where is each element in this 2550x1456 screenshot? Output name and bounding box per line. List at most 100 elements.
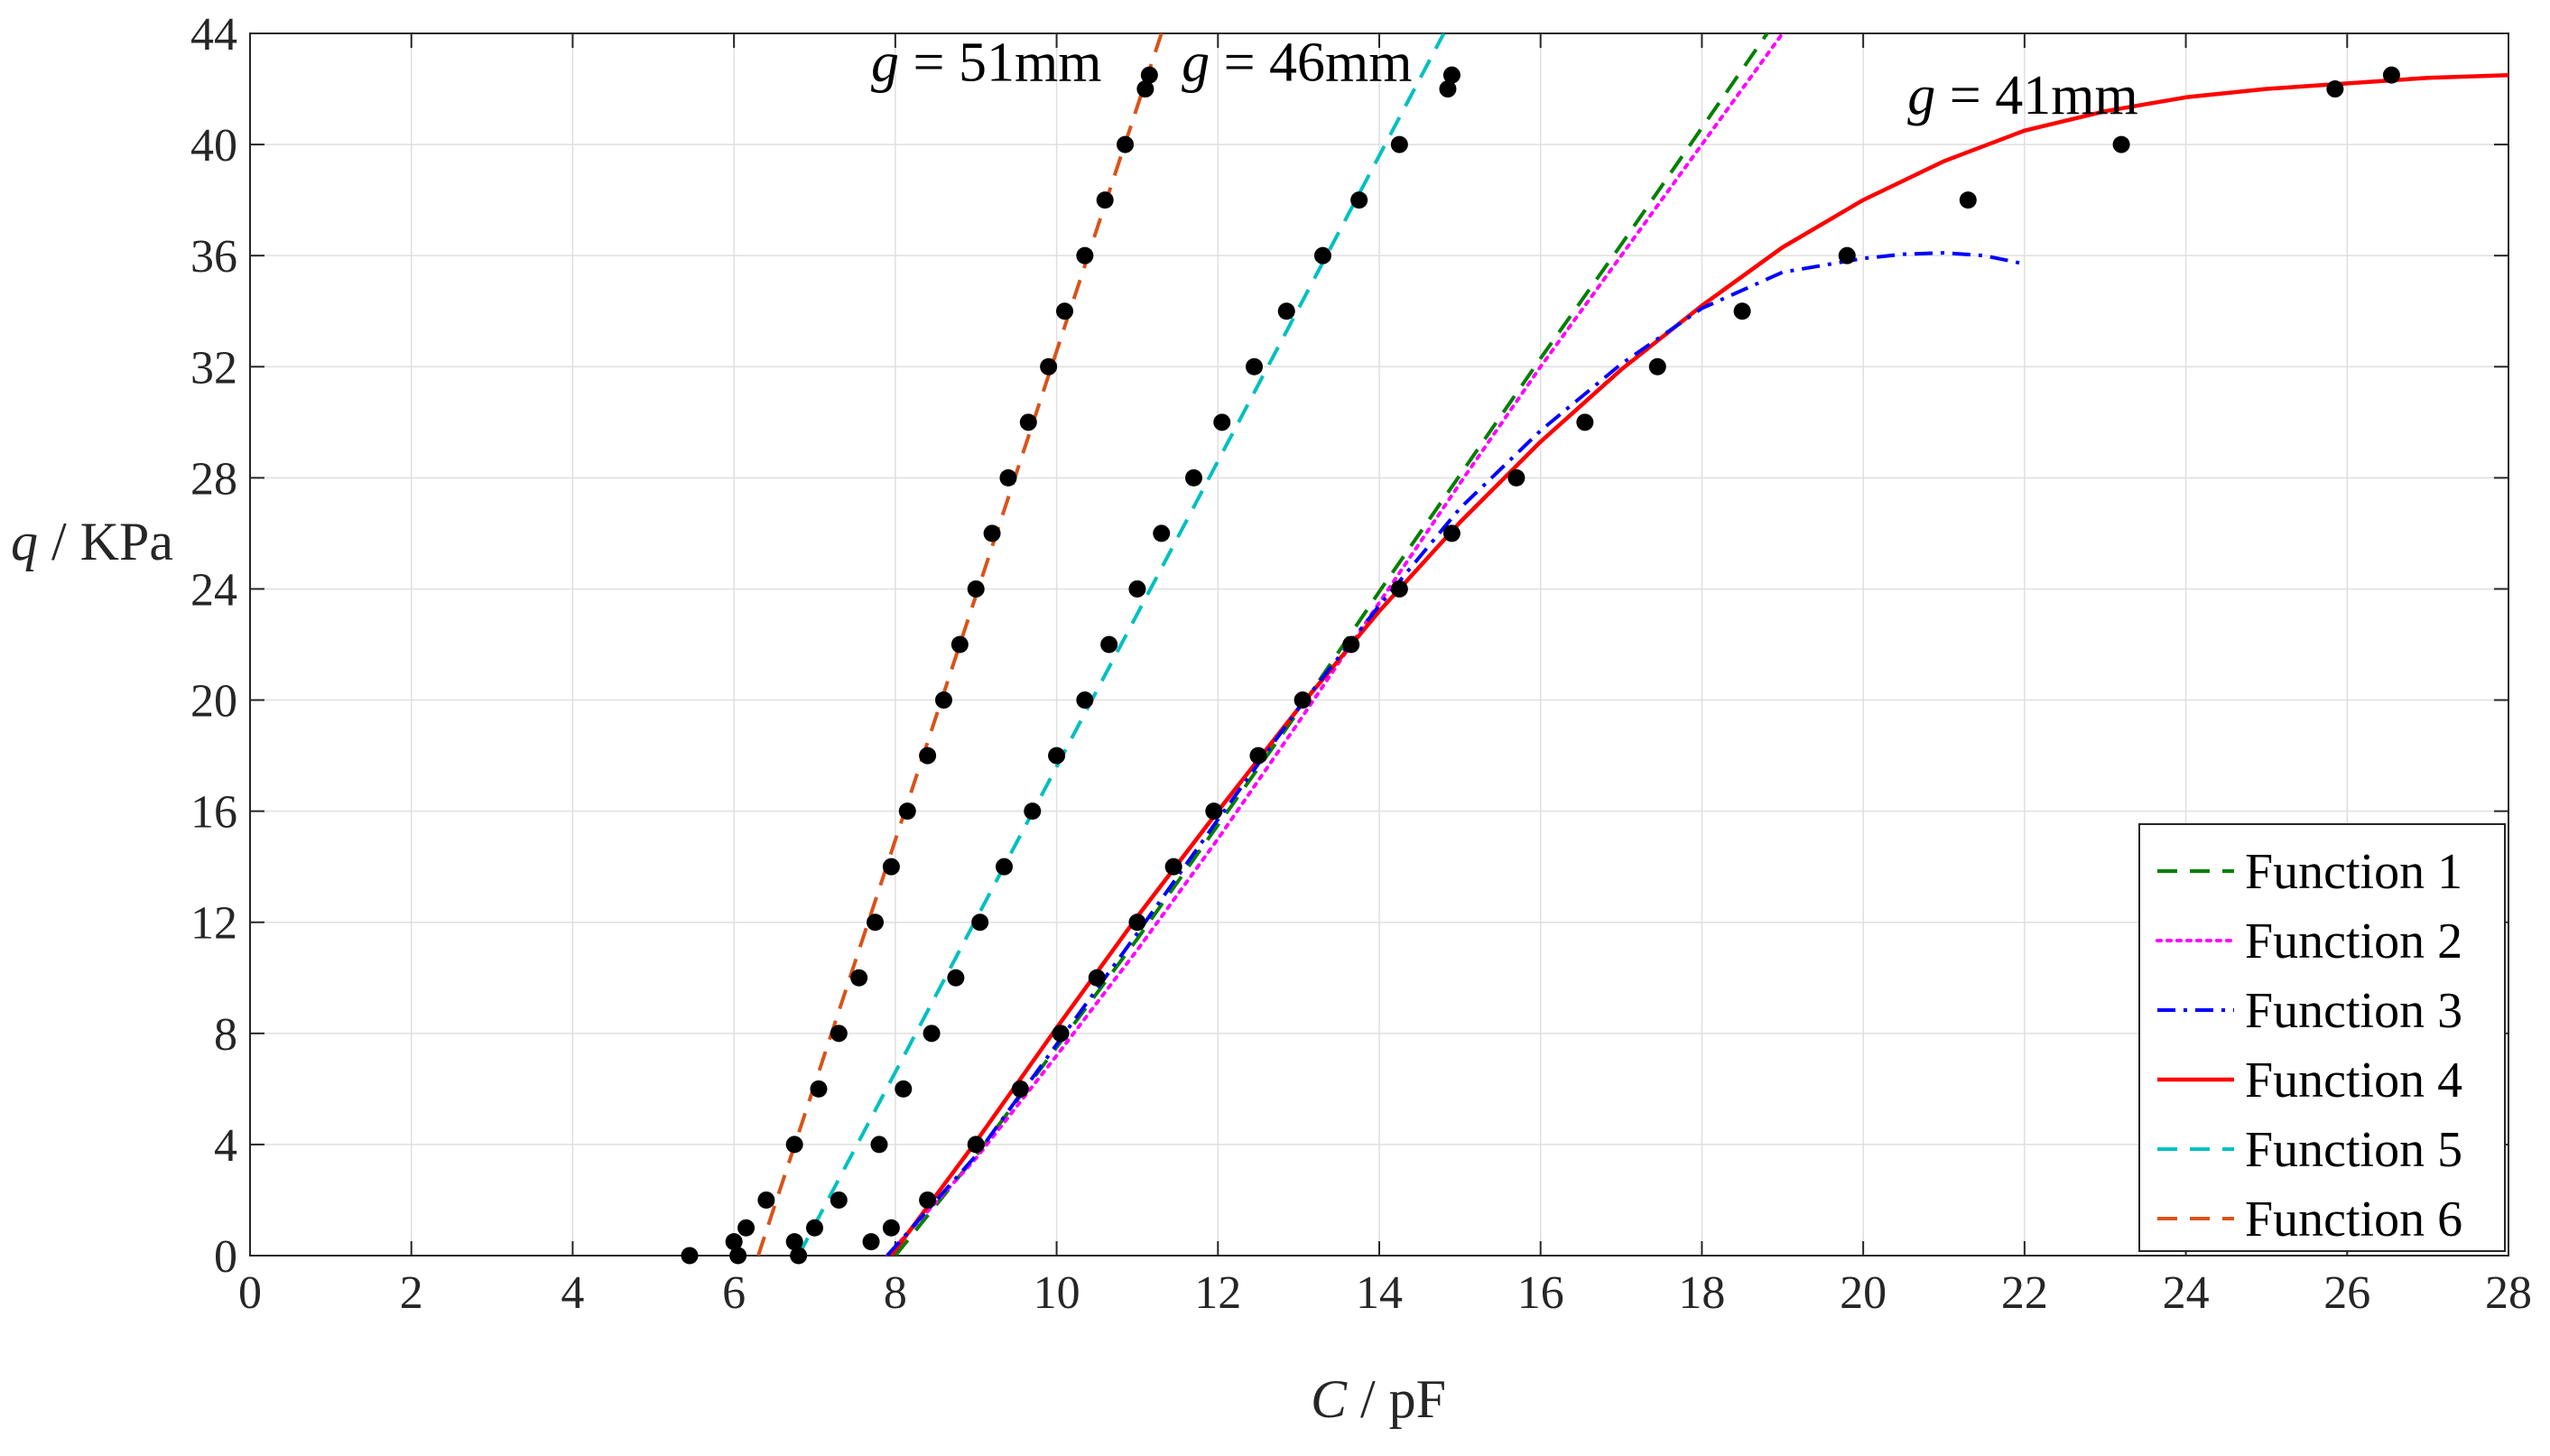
annotation-symbol: g: [871, 32, 899, 93]
y-tick-label: 44: [190, 9, 237, 60]
data-point: [1024, 802, 1042, 821]
y-tick-label: 8: [214, 1009, 237, 1061]
data-point: [1096, 191, 1114, 209]
annotation-symbol: g: [1907, 65, 1935, 126]
data-point: [862, 1233, 880, 1251]
x-tick-label: 24: [2163, 1267, 2210, 1319]
data-point: [737, 1219, 756, 1237]
annotation-value: 51mm: [959, 32, 1101, 93]
data-point: [1205, 802, 1223, 821]
data-point: [934, 691, 952, 709]
y-tick-label: 4: [214, 1120, 237, 1172]
data-point: [2382, 66, 2400, 84]
data-point: [1294, 691, 1312, 709]
x-tick-label: 4: [561, 1267, 584, 1319]
y-tick-label: 28: [190, 453, 237, 505]
data-point: [919, 1191, 937, 1209]
data-point: [2326, 80, 2344, 98]
x-tick-label: 12: [1194, 1267, 1241, 1319]
data-point: [850, 969, 868, 987]
annotation-symbol: g: [1182, 32, 1210, 93]
data-point: [790, 1247, 808, 1265]
y-tick-label: 12: [190, 898, 237, 950]
y-tick-label: 0: [214, 1231, 237, 1283]
data-point: [1442, 524, 1460, 543]
data-point: [1076, 691, 1094, 709]
y-tick-label: 16: [190, 787, 237, 839]
x-tick-label: 20: [1840, 1267, 1887, 1319]
points-g-51mm: [681, 66, 1158, 1265]
data-point: [919, 747, 937, 765]
data-point: [1838, 246, 1856, 264]
data-point: [1350, 191, 1368, 209]
data-point: [830, 1191, 848, 1209]
x-tick-label: 2: [400, 1267, 423, 1319]
data-point: [729, 1247, 747, 1265]
annotation-equals: =: [1935, 65, 1995, 126]
legend-box: [2138, 823, 2506, 1252]
data-point: [1140, 66, 1158, 84]
y-tick-label: 20: [190, 676, 237, 728]
data-point: [983, 524, 1001, 543]
x-axis-unit: pF: [1389, 1369, 1446, 1429]
legend-label-function-4: Function 4: [2245, 1053, 2462, 1108]
data-point: [1184, 468, 1202, 487]
y-tick-label: 40: [190, 120, 237, 172]
data-point: [967, 580, 985, 598]
data-point: [882, 858, 900, 876]
x-tick-label: 10: [1034, 1267, 1080, 1319]
data-point: [1959, 191, 1977, 209]
data-point: [806, 1219, 823, 1237]
series-line-function-3: [886, 251, 2026, 1256]
data-point: [1507, 468, 1525, 487]
legend-label-function-3: Function 3: [2245, 983, 2462, 1039]
x-tick-label: 28: [2485, 1267, 2532, 1319]
x-tick-label: 8: [884, 1267, 907, 1319]
data-point: [1088, 969, 1106, 987]
y-tick-label: 32: [190, 342, 237, 394]
data-point: [1576, 413, 1594, 431]
data-point: [725, 1233, 743, 1251]
data-point: [1648, 357, 1666, 376]
data-point: [898, 802, 916, 821]
data-point: [1153, 524, 1171, 543]
x-axis-symbol: C: [1311, 1369, 1348, 1429]
series-lines: [756, 33, 2508, 1256]
series-line-function-4: [889, 72, 2508, 1256]
data-point: [995, 858, 1013, 876]
annotation-equals: =: [899, 32, 959, 93]
annotation-value: 46mm: [1269, 32, 1412, 93]
legend-label-function-6: Function 6: [2245, 1192, 2462, 1247]
data-point: [947, 969, 965, 987]
x-tick-label: 26: [2323, 1267, 2370, 1319]
series-line-function-6: [756, 33, 1164, 1256]
data-point: [1249, 747, 1267, 765]
data-point: [1342, 635, 1360, 654]
data-point: [923, 1025, 941, 1043]
x-tick-label: 18: [1678, 1267, 1725, 1319]
axes: 0 2 4 6 8 10 12 14 16 18 20 22 24 26 28048121620242832…: [190, 9, 2532, 1319]
data-point: [1390, 135, 1408, 153]
x-tick-label: 0: [238, 1267, 262, 1319]
annotation-g-46mm: g = 46mm: [1182, 32, 1412, 93]
legend: Function 1 Function 2 Function 3 Function 4…: [2138, 823, 2506, 1252]
data-point: [1313, 246, 1331, 264]
x-axis-label: C / pF: [1311, 1369, 1446, 1429]
data-point: [2112, 135, 2130, 153]
data-point: [1100, 635, 1118, 654]
annotation-equals: =: [1210, 32, 1269, 93]
data-point: [1117, 135, 1135, 153]
x-tick-label: 14: [1356, 1267, 1403, 1319]
points-g-41mm: [919, 66, 2400, 1209]
data-point: [950, 635, 969, 654]
legend-label-function-5: Function 5: [2245, 1122, 2462, 1178]
data-point: [785, 1136, 803, 1154]
data-point: [1052, 1025, 1070, 1043]
data-point: [1277, 302, 1295, 320]
data-point: [971, 913, 989, 932]
data-point: [882, 1219, 900, 1237]
data-point: [1076, 246, 1094, 264]
y-axis-unit: KPa: [80, 512, 173, 571]
